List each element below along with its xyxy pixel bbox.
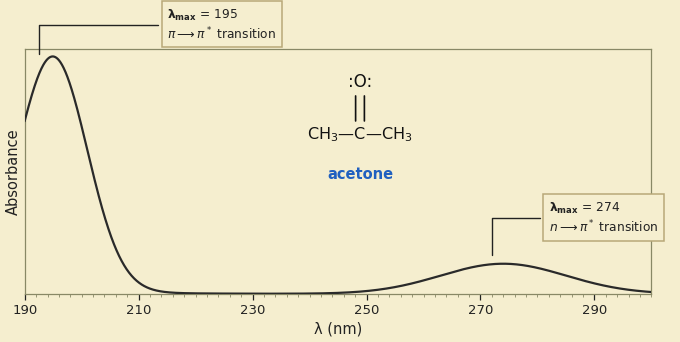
Text: CH$_3$—C—CH$_3$: CH$_3$—C—CH$_3$ xyxy=(307,125,413,144)
Text: $\bf{\lambda_{max}}$ = 274
$n\longrightarrow\pi^*$ transition: $\bf{\lambda_{max}}$ = 274 $n\longrighta… xyxy=(492,201,658,255)
Text: :O:: :O: xyxy=(348,73,372,91)
X-axis label: λ (nm): λ (nm) xyxy=(314,321,362,337)
Text: $\bf{\lambda_{max}}$ = 195
$\pi\longrightarrow\pi^*$ transition: $\bf{\lambda_{max}}$ = 195 $\pi\longrigh… xyxy=(39,8,276,54)
Y-axis label: Absorbance: Absorbance xyxy=(5,128,20,215)
Text: acetone: acetone xyxy=(327,167,393,182)
